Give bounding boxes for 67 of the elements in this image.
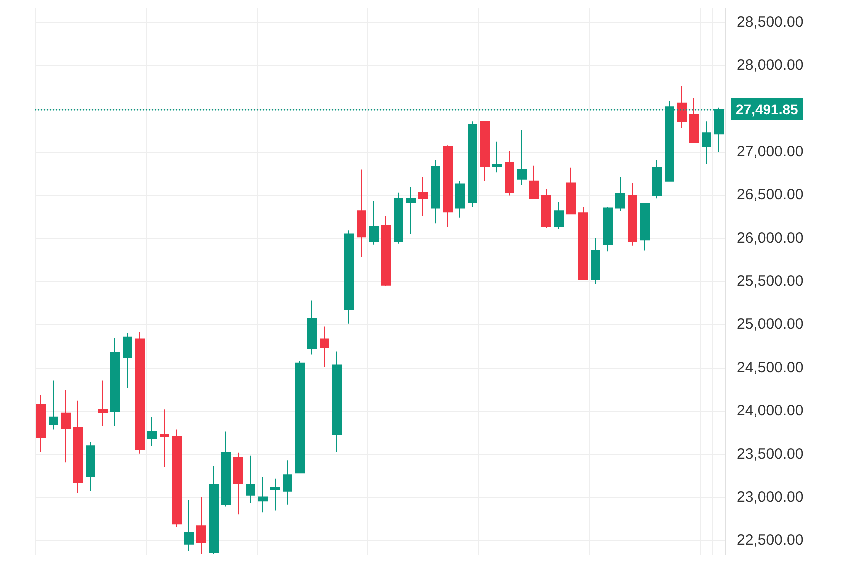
candlestick: [492, 141, 502, 174]
candlestick: [505, 150, 514, 196]
candlestick: [295, 360, 305, 474]
y-tick-label: 22,500.00: [737, 532, 804, 550]
candlestick: [184, 500, 194, 552]
candlestick: [603, 206, 613, 252]
candlestick: [270, 478, 280, 512]
candlestick: [307, 300, 317, 356]
candlestick: [554, 202, 564, 230]
candlestick: [98, 380, 108, 426]
candlestick: [283, 460, 292, 506]
candlestick: [480, 121, 490, 182]
candlestick: [49, 380, 58, 430]
candlestick: [591, 238, 600, 285]
candlestick: [123, 333, 132, 389]
candlestick: [147, 416, 157, 447]
candlestick: [689, 98, 699, 144]
candlestick: [381, 215, 391, 287]
candlestick: [357, 169, 366, 258]
candlestick: [652, 160, 662, 200]
candlestick: [221, 431, 231, 508]
candlestick: [344, 230, 354, 324]
candlestick: [443, 145, 453, 228]
candlestick: [320, 326, 329, 368]
candlestick: [73, 400, 83, 494]
candlestick: [578, 206, 588, 280]
candlestick: [406, 186, 416, 235]
candlestick: [455, 180, 465, 218]
candlestick: [172, 429, 182, 528]
candlestick: [640, 202, 650, 252]
y-tick-label: 28,500.00: [737, 14, 804, 31]
candlestick: [332, 351, 342, 452]
y-tick-label: 26,500.00: [737, 186, 804, 204]
candlestick: [196, 496, 206, 555]
y-tick-label: 28,000.00: [737, 57, 804, 74]
candlestick: [36, 394, 46, 452]
candlestick: [86, 442, 95, 492]
y-tick-label: 25,500.00: [737, 273, 804, 290]
candlestick: [431, 160, 440, 224]
candlestick: [517, 130, 527, 186]
y-tick-label: 27,000.00: [737, 143, 804, 160]
y-tick-label: 23,500.00: [737, 446, 804, 463]
y-tick-label: 26,000.00: [737, 230, 804, 247]
candlestick: [160, 409, 169, 468]
y-tick-label: 24,000.00: [737, 402, 804, 420]
candlestick: [369, 201, 379, 246]
candlestick: [258, 476, 268, 514]
candlestick: [61, 390, 71, 464]
y-tick-label: 24,500.00: [737, 359, 804, 376]
y-tick-label: 23,000.00: [737, 488, 804, 506]
ref-line-label: 27,491.85: [736, 102, 798, 118]
candlestick: [541, 188, 551, 230]
candlestick: [110, 338, 120, 426]
candlestick: [628, 182, 637, 246]
candlestick: [209, 466, 219, 555]
candlestick: [529, 165, 539, 200]
candlestick: [468, 121, 477, 208]
candlestick: [566, 167, 576, 215]
candlestick: [615, 176, 625, 212]
candlestick: [246, 455, 255, 504]
candlestick: [418, 176, 428, 216]
candlestick: [233, 452, 243, 516]
candlestick: [394, 192, 403, 244]
candlestick: [135, 332, 145, 454]
candlestick: [677, 85, 687, 129]
candlestick: [702, 121, 711, 164]
y-tick-label: 25,000.00: [737, 316, 804, 334]
